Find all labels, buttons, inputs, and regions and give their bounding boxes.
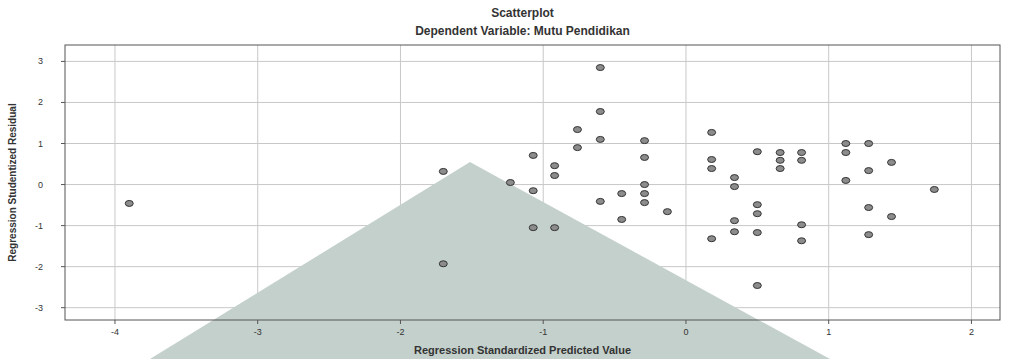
x-grid-line	[971, 45, 972, 320]
y-tick-label: 1	[38, 139, 43, 149]
point	[439, 168, 447, 174]
point	[641, 191, 649, 197]
x-tick	[400, 320, 401, 324]
point	[596, 65, 604, 71]
point	[730, 184, 738, 190]
x-grid-line	[257, 45, 258, 320]
point	[753, 283, 761, 289]
x-tick	[257, 320, 258, 324]
y-tick	[61, 307, 65, 308]
y-tick	[61, 225, 65, 226]
y-tick-label: -2	[35, 262, 43, 272]
y-grid-line	[65, 184, 1000, 185]
point	[708, 236, 716, 242]
point	[798, 238, 806, 244]
y-tick-label: 0	[38, 180, 43, 190]
y-tick	[61, 61, 65, 62]
x-grid-line	[685, 45, 686, 320]
point	[842, 150, 850, 156]
point	[888, 214, 896, 220]
point	[125, 200, 133, 206]
point	[641, 154, 649, 160]
title: Scatterplot	[491, 6, 554, 20]
x-tick-label: 1	[826, 327, 831, 337]
x-tick-label: -2	[396, 327, 404, 337]
x-tick-label: -3	[254, 327, 262, 337]
point	[641, 200, 649, 206]
point	[529, 225, 537, 231]
subtitle: Dependent Variable: Mutu Pendidikan	[415, 24, 630, 38]
y-tick-label: 2	[38, 97, 43, 107]
point	[618, 216, 626, 222]
overlay-shape	[150, 162, 830, 359]
x-tick-label: 0	[683, 327, 688, 337]
point	[730, 175, 738, 181]
y-tick-label: -3	[35, 303, 43, 313]
y-tick-label: -1	[35, 221, 43, 231]
point	[730, 218, 738, 224]
point	[529, 152, 537, 158]
y-axis-label: Regression Studentized Residual	[7, 103, 18, 262]
point	[798, 222, 806, 228]
point	[753, 230, 761, 236]
x-grid-line	[828, 45, 829, 320]
point	[753, 202, 761, 208]
chart: Scatterplot Dependent Variable: Mutu Pend…	[0, 0, 1014, 359]
x-tick	[971, 320, 972, 324]
point	[865, 232, 873, 238]
y-tick-label: 3	[38, 56, 43, 66]
point	[776, 166, 784, 172]
point	[708, 157, 716, 163]
point	[641, 138, 649, 144]
point	[753, 149, 761, 155]
point	[573, 127, 581, 133]
point	[641, 182, 649, 188]
points	[125, 65, 938, 289]
point	[506, 180, 514, 186]
x-tick	[685, 320, 686, 324]
point	[551, 163, 559, 169]
point	[865, 141, 873, 147]
y-tick	[61, 102, 65, 103]
point	[596, 136, 604, 142]
point	[663, 209, 671, 215]
y-tick	[61, 184, 65, 185]
point	[596, 198, 604, 204]
x-grid-line	[114, 45, 115, 320]
point	[573, 145, 581, 151]
x-tick	[114, 320, 115, 324]
point	[551, 225, 559, 231]
point	[776, 150, 784, 156]
point	[865, 205, 873, 211]
x-tick-label: -1	[539, 327, 547, 337]
point	[708, 129, 716, 135]
point	[798, 150, 806, 156]
point	[529, 188, 537, 194]
point	[842, 141, 850, 147]
point	[618, 191, 626, 197]
point	[798, 157, 806, 163]
point	[596, 108, 604, 114]
x-axis-label: Regression Standardized Predicted Value	[414, 344, 631, 356]
x-tick	[543, 320, 544, 324]
point	[842, 177, 850, 183]
x-tick	[828, 320, 829, 324]
point	[865, 168, 873, 174]
point	[776, 157, 784, 163]
x-tick-label: -4	[111, 327, 119, 337]
y-grid-line	[65, 61, 1000, 62]
plot-frame	[65, 45, 1000, 320]
y-grid-line	[65, 102, 1000, 103]
y-tick	[61, 266, 65, 267]
point	[730, 229, 738, 235]
point	[888, 159, 896, 165]
x-tick-label: 2	[969, 327, 974, 337]
point	[930, 186, 938, 192]
y-grid-line	[65, 143, 1000, 144]
y-tick	[61, 143, 65, 144]
point	[753, 211, 761, 217]
point	[551, 173, 559, 179]
point	[708, 166, 716, 172]
point	[439, 261, 447, 267]
